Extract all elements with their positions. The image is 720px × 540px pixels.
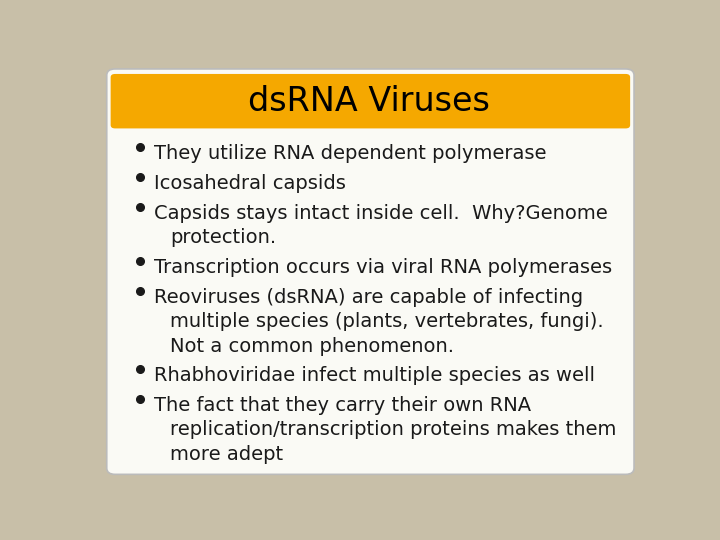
Text: Transcription occurs via viral RNA polymerases: Transcription occurs via viral RNA polym… <box>154 258 612 276</box>
Text: replication/transcription proteins makes them: replication/transcription proteins makes… <box>170 420 616 440</box>
Text: dsRNA Viruses: dsRNA Viruses <box>248 85 490 118</box>
Text: Rhabhoviridae infect multiple species as well: Rhabhoviridae infect multiple species as… <box>154 366 595 385</box>
Text: more adept: more adept <box>170 445 283 464</box>
Text: protection.: protection. <box>170 228 276 247</box>
Text: Reoviruses (dsRNA) are capable of infecting: Reoviruses (dsRNA) are capable of infect… <box>154 288 583 307</box>
Text: They utilize RNA dependent polymerase: They utilize RNA dependent polymerase <box>154 144 546 163</box>
Text: The fact that they carry their own RNA: The fact that they carry their own RNA <box>154 396 531 415</box>
Text: Not a common phenomenon.: Not a common phenomenon. <box>170 337 454 356</box>
Text: Capsids stays intact inside cell.  Why?Genome: Capsids stays intact inside cell. Why?Ge… <box>154 204 608 222</box>
FancyBboxPatch shape <box>111 74 630 129</box>
Text: multiple species (plants, vertebrates, fungi).: multiple species (plants, vertebrates, f… <box>170 312 603 331</box>
Text: Icosahedral capsids: Icosahedral capsids <box>154 174 346 193</box>
FancyBboxPatch shape <box>107 69 634 474</box>
